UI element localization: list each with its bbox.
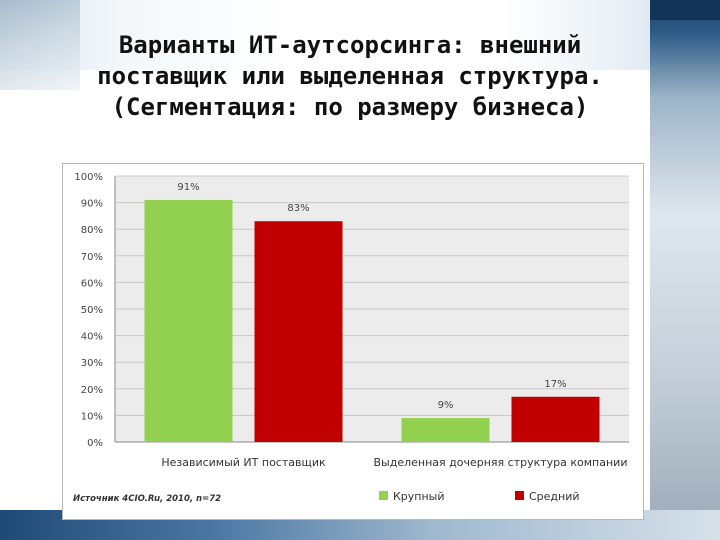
- data-label: 17%: [544, 379, 566, 390]
- bar-large: [144, 199, 233, 442]
- legend-label: Средний: [529, 490, 580, 503]
- data-label: 9%: [438, 400, 454, 411]
- x-category-label: Выделенная дочерняя структура компании: [374, 456, 628, 469]
- y-tick-label: 90%: [81, 199, 103, 210]
- bar-chart: 0% 10% 20% 30% 40% 50% 60% 70% 80% 90% 100% 91% 83% Н…: [73, 172, 629, 504]
- legend-swatch: [515, 491, 524, 500]
- y-tick-label: 0%: [87, 438, 103, 449]
- bar-medium: [254, 221, 343, 442]
- source-note: Источник 4CIO.Ru, 2010, n=72: [73, 494, 221, 504]
- slide-decorative-right-band: [650, 0, 720, 540]
- data-label: 83%: [287, 203, 309, 214]
- slide-background-top: [0, 0, 720, 70]
- y-tick-label: 70%: [81, 252, 103, 263]
- legend-label: Крупный: [393, 490, 445, 503]
- bar-large: [401, 418, 490, 442]
- y-tick-label: 50%: [81, 305, 103, 316]
- chart-panel: 0% 10% 20% 30% 40% 50% 60% 70% 80% 90% 100% 91% 83% Н…: [62, 163, 644, 520]
- page-title: Варианты ИТ-аутсорсинга: внешний поставщ…: [97, 31, 603, 121]
- slide-decorative-photo: [0, 0, 80, 90]
- y-tick-label: 20%: [81, 385, 103, 396]
- y-tick-label: 40%: [81, 332, 103, 343]
- y-tick-label: 30%: [81, 358, 103, 369]
- data-label: 91%: [177, 182, 199, 193]
- y-tick-label: 100%: [74, 172, 103, 183]
- y-tick-label: 60%: [81, 278, 103, 289]
- x-category-label: Независимый ИТ поставщик: [161, 456, 326, 469]
- y-tick-label: 10%: [81, 411, 103, 422]
- y-tick-label: 80%: [81, 225, 103, 236]
- legend-swatch: [379, 491, 388, 500]
- bar-medium: [511, 396, 600, 442]
